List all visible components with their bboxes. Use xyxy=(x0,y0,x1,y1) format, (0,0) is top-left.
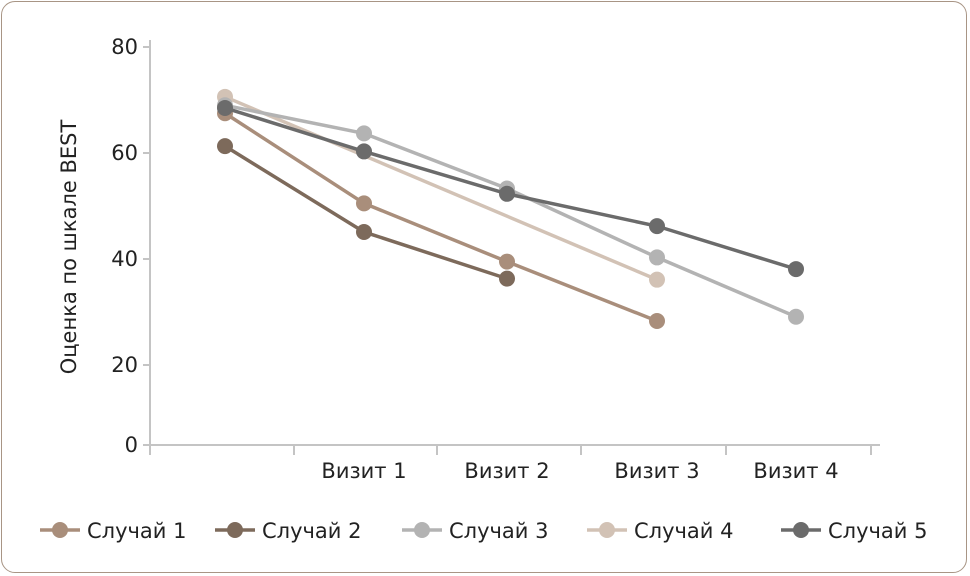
legend-label: Случай 1 xyxy=(87,519,186,543)
data-point xyxy=(788,261,804,278)
legend-label: Случай 4 xyxy=(634,519,733,543)
y-tick-label: 60 xyxy=(111,141,138,165)
legend-marker xyxy=(599,522,615,538)
data-point xyxy=(217,138,233,155)
data-point xyxy=(788,308,804,325)
legend-marker xyxy=(414,522,430,538)
legend-marker xyxy=(52,522,68,538)
legend-marker xyxy=(793,522,809,538)
data-point xyxy=(649,249,665,266)
y-tick-label: 0 xyxy=(125,433,138,457)
data-point xyxy=(356,223,372,240)
data-point xyxy=(356,195,372,212)
series-5 xyxy=(217,99,804,278)
y-tick-label: 20 xyxy=(111,353,138,377)
data-point xyxy=(649,313,665,330)
legend-item-5: Случай 5 xyxy=(781,519,927,543)
legend-item-3: Случай 3 xyxy=(402,519,548,543)
data-point xyxy=(499,253,515,270)
series-1 xyxy=(217,105,665,330)
legend-item-4: Случай 4 xyxy=(587,519,733,543)
data-point xyxy=(649,218,665,235)
legend-label: Случай 3 xyxy=(449,519,548,543)
legend-item-2: Случай 2 xyxy=(215,519,361,543)
y-axis-title: Оценка по шкале BEST xyxy=(57,120,81,375)
series-2 xyxy=(217,138,515,287)
series-line xyxy=(224,111,658,323)
data-point xyxy=(217,99,233,116)
x-tick-label: Визит 3 xyxy=(614,459,699,483)
series-line xyxy=(224,144,508,281)
legend-label: Случай 5 xyxy=(828,519,927,543)
legend-item-1: Случай 1 xyxy=(40,519,186,543)
data-point xyxy=(499,185,515,202)
data-point xyxy=(499,270,515,287)
legend-marker xyxy=(227,522,243,538)
y-tick-label: 40 xyxy=(111,247,138,271)
y-tick-label: 80 xyxy=(111,35,138,59)
legend-label: Случай 2 xyxy=(262,519,361,543)
data-point xyxy=(649,271,665,288)
x-tick-label: Визит 2 xyxy=(464,459,549,483)
series-line xyxy=(224,95,658,282)
data-point xyxy=(356,125,372,142)
data-point xyxy=(356,143,372,160)
x-tick-label: Визит 4 xyxy=(753,459,838,483)
x-tick-label: Визит 1 xyxy=(321,459,406,483)
